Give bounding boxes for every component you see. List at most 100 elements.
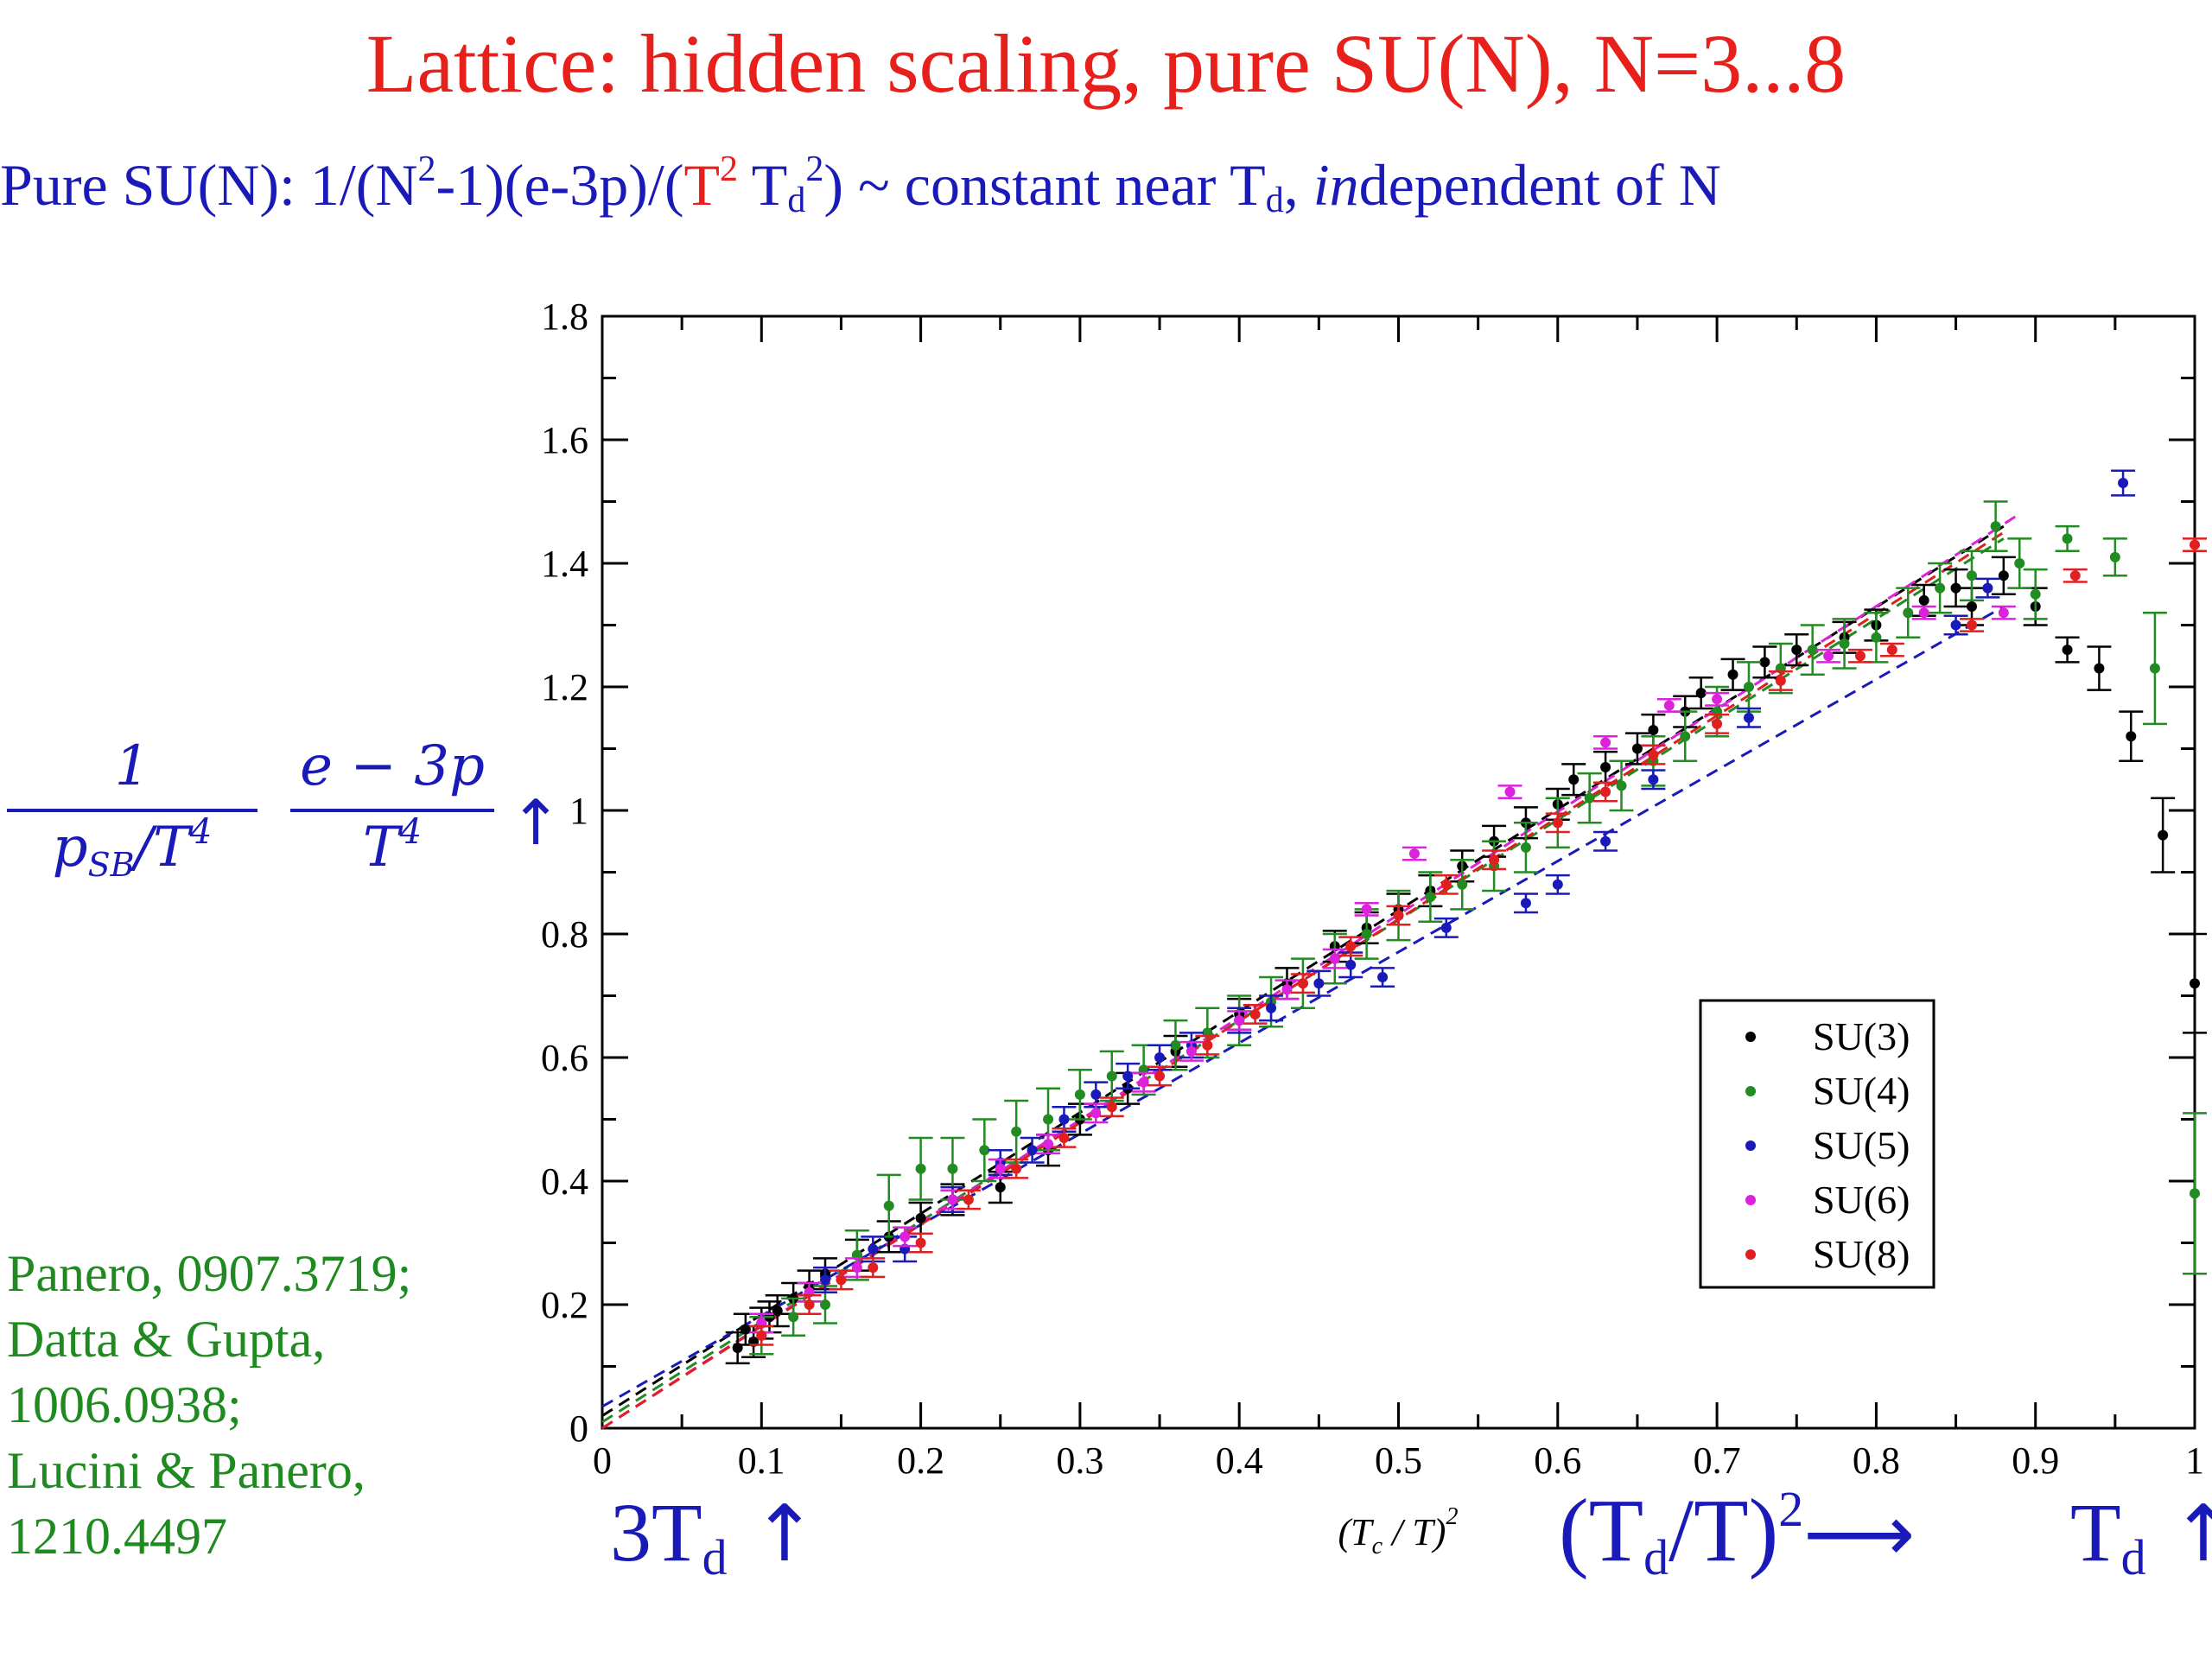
y-tick-label: 0.6 [541, 1037, 588, 1079]
data-point [1090, 1089, 1102, 1100]
data-point [772, 1305, 783, 1317]
data-point [1058, 1132, 1070, 1143]
data-point [1234, 1015, 1245, 1026]
data-point [1807, 645, 1818, 656]
legend-marker [1745, 1195, 1756, 1205]
formula-fraction-2: e − 3p T4 [290, 734, 494, 880]
data-point [1903, 607, 1914, 619]
data-point [1839, 638, 1850, 649]
data-point [868, 1262, 879, 1274]
data-point [1106, 1102, 1117, 1113]
data-point [1616, 780, 1627, 791]
data-point [1918, 607, 1929, 619]
data-point [1663, 700, 1675, 711]
fit-line [601, 524, 2005, 1417]
data-point [1266, 1002, 1277, 1013]
legend-label: SU(5) [1813, 1123, 1910, 1167]
data-point [1743, 712, 1754, 723]
data-point [1886, 645, 1897, 656]
data-point [1202, 1039, 1213, 1051]
data-point [1759, 657, 1770, 668]
legend-marker [1745, 1032, 1756, 1042]
y-tick-label: 1 [569, 790, 588, 832]
data-point [1011, 1126, 1022, 1137]
x-tick-label: 0.6 [1534, 1439, 1581, 1482]
reference-line: Datta & Gupta, [7, 1311, 326, 1368]
plot-frame [601, 314, 2196, 1430]
data-point [1648, 749, 1659, 760]
data-point [1345, 941, 1357, 952]
data-point [1791, 645, 1802, 656]
data-point [1775, 675, 1786, 686]
data-point [1425, 892, 1436, 903]
data-point [1361, 904, 1372, 915]
data-point [1122, 1070, 1134, 1082]
data-point [1106, 1070, 1117, 1082]
data-point [1680, 731, 1691, 742]
data-point [2149, 663, 2160, 674]
data-point [1504, 786, 1516, 797]
data-point [1648, 774, 1659, 785]
data-point [1743, 682, 1754, 692]
data-point [1520, 842, 1531, 853]
fit-line [601, 537, 2005, 1424]
data-point [915, 1163, 926, 1174]
data-point [947, 1194, 958, 1205]
data-point [820, 1274, 831, 1286]
y-tick-label: 0.8 [541, 913, 588, 956]
x-tick-label: 0.2 [897, 1439, 944, 1482]
data-point [1393, 910, 1404, 921]
data-point [1695, 688, 1707, 699]
formula-numerator-1: 1 [114, 734, 150, 798]
data-point [788, 1312, 799, 1323]
y-up-arrow-icon: ↑ [510, 786, 563, 859]
data-point [1027, 1145, 1038, 1156]
data-point [1998, 570, 2009, 581]
data-point [1966, 570, 1977, 581]
data-point [1170, 1039, 1181, 1051]
references: Panero, 0907.3719; Datta & Gupta, 1006.0… [7, 1241, 411, 1569]
legend-marker [1745, 1249, 1756, 1260]
data-point [1568, 774, 1580, 785]
data-point [1600, 737, 1611, 748]
data-point [1457, 879, 1468, 890]
data-point [2158, 829, 2169, 841]
legend-marker [1745, 1140, 1756, 1151]
data-point [1249, 1008, 1261, 1020]
y-tick-label: 1.8 [541, 295, 588, 338]
data-point [1600, 835, 1611, 847]
reference-line: Panero, 0907.3719; [7, 1245, 412, 1302]
y-tick-label: 1.2 [541, 666, 588, 708]
series-su4 [749, 500, 2207, 1356]
data-point [1648, 725, 1659, 736]
x-tick-label: 0.8 [1853, 1439, 1900, 1482]
data-point [2190, 539, 2200, 550]
data-point [1631, 743, 1643, 754]
y-tick-label: 0 [569, 1407, 588, 1450]
legend-marker [1745, 1086, 1756, 1096]
data-point [1058, 1114, 1070, 1125]
x-tick-label: 1 [2185, 1439, 2204, 1482]
data-point [1154, 1070, 1166, 1082]
right-arrow-icon: ⟶ [1803, 1489, 1916, 1579]
formula-denominator-2: T4 [362, 812, 423, 880]
data-point [2094, 663, 2105, 674]
y-tick-label: 0.4 [541, 1160, 588, 1203]
data-point [1520, 898, 1531, 909]
x-tick-label: 0.7 [1694, 1439, 1741, 1482]
y-tick-label: 1.6 [541, 419, 588, 461]
annotation-td-over-t-squared: (Td/T)2⟶ [1559, 1481, 1916, 1585]
reference-line: 1210.4497 [7, 1508, 227, 1565]
data-point [1345, 959, 1357, 970]
data-point [1329, 953, 1340, 964]
slide-title: Lattice: hidden scaling, pure SU(N), N=3… [365, 17, 1847, 110]
data-point [1489, 854, 1500, 866]
data-point [995, 1182, 1006, 1193]
slide-subtitle: Pure SU(N): 1/(N2-1)(e-3p)/(T2 Td2) ~ co… [0, 149, 1721, 220]
data-point [820, 1299, 831, 1310]
reference-line: Lucini & Panero, [7, 1442, 365, 1499]
data-point [1297, 978, 1308, 989]
data-point [1950, 582, 1961, 594]
data-point [899, 1231, 911, 1242]
